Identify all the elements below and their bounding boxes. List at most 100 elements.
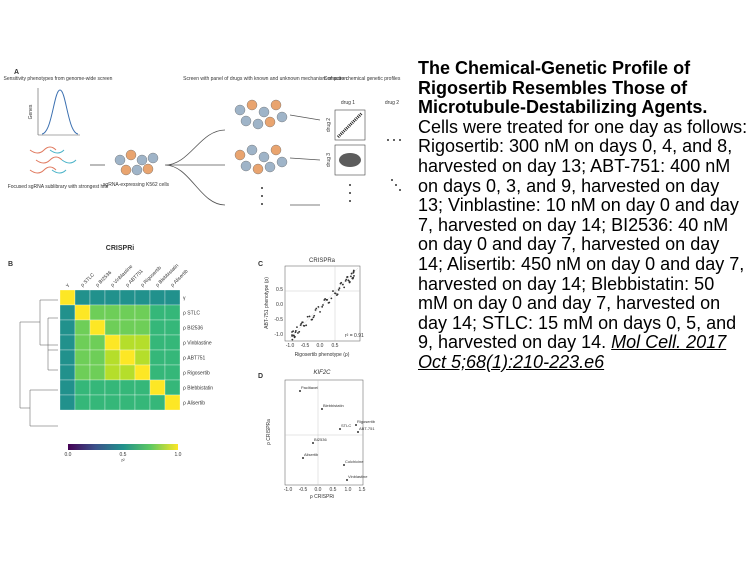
heatmap-title: CRISPRi <box>106 245 134 252</box>
x-axis-label: Rigosertib phenotype (ρ) <box>295 352 350 358</box>
heatmap-cell <box>149 304 166 321</box>
heatmap-cell <box>134 319 151 336</box>
point <box>310 318 313 321</box>
heatmap-cell <box>89 379 106 396</box>
point <box>317 306 320 308</box>
heatmap-cell <box>74 394 91 411</box>
chart-title: CRISPRa <box>309 258 336 264</box>
point <box>345 278 348 281</box>
heatmap-cell <box>59 379 76 396</box>
point <box>328 301 331 304</box>
tick-label: 0.0 <box>276 302 283 308</box>
point <box>334 292 336 295</box>
heatmap-cell <box>164 319 181 336</box>
heatmap-cell <box>89 304 106 321</box>
heatmap-cell <box>74 349 91 366</box>
heatmap-cell <box>119 334 136 351</box>
tick-label: 1.0 <box>345 487 352 493</box>
row-label: ρ Vinblastine <box>183 341 212 347</box>
point <box>297 332 299 334</box>
heatmap-cell <box>134 334 151 351</box>
column-label: γ <box>65 282 71 288</box>
point <box>330 297 333 300</box>
heatmap-cell <box>104 319 121 336</box>
heatmap-cell <box>134 379 151 396</box>
colorbar-tick: 0.0 <box>65 452 72 458</box>
heatmap-cell <box>149 379 166 396</box>
point-label: Colchicine <box>345 459 364 464</box>
point-label: STLC <box>341 423 351 428</box>
heatmap-cell <box>164 379 181 396</box>
point <box>291 338 294 341</box>
panel-label: C <box>258 261 263 268</box>
heatmap-cell <box>164 304 181 321</box>
point <box>301 321 304 324</box>
point <box>335 294 338 297</box>
tick-label: 0.0 <box>315 487 322 493</box>
point-label: Alisertib <box>304 452 319 457</box>
heatmap-cell <box>59 289 76 306</box>
label: drug 2 <box>326 118 332 132</box>
heatmap-cell <box>164 394 181 411</box>
heatmap-cell <box>119 394 136 411</box>
heatmap-cell <box>74 304 91 321</box>
point <box>302 457 304 459</box>
point <box>321 408 323 410</box>
point-label: Rigosertib <box>357 419 376 424</box>
point <box>303 325 306 327</box>
point <box>299 390 301 392</box>
heatmap-cell <box>164 334 181 351</box>
tick-label: -0.5 <box>299 487 308 493</box>
point-label: Vinblastine <box>348 474 368 479</box>
point <box>321 305 324 308</box>
point <box>306 315 309 318</box>
heatmap-cell <box>164 364 181 381</box>
point <box>346 479 348 481</box>
heatmap-cell <box>59 304 76 321</box>
point <box>294 335 296 338</box>
heatmap-cell <box>149 394 166 411</box>
heatmap-cell <box>104 364 121 381</box>
point-label: Blebbistatin <box>323 403 344 408</box>
label: Focused sgRNA sublibrary with strongest … <box>8 184 109 190</box>
point <box>313 314 316 317</box>
tick-label: -0.5 <box>301 343 310 349</box>
label: drug 3 <box>326 153 332 167</box>
point-label: Paclitaxel <box>301 385 318 390</box>
point <box>294 329 297 332</box>
tick-label: -1.0 <box>274 332 283 338</box>
row-label: ρ ABT751 <box>183 356 206 362</box>
heatmap-cell <box>119 304 136 321</box>
heatmap-cell <box>89 364 106 381</box>
label: Screen with panel of drugs with known an… <box>183 76 347 82</box>
column-label: ρ STLC <box>80 272 97 289</box>
heatmap-cell <box>104 304 121 321</box>
heatmap-cell <box>134 289 151 306</box>
point <box>337 288 340 291</box>
caption-body: Cells were treated for one day as follow… <box>418 116 748 353</box>
citation-link[interactable]: Mol Cell. 2017 Oct 5;68(1):210-223.e6 <box>418 332 727 372</box>
point <box>353 274 355 277</box>
heatmap-cell <box>164 349 181 366</box>
point <box>351 277 354 280</box>
heatmap-cell <box>104 334 121 351</box>
point <box>322 304 324 306</box>
point <box>308 315 311 318</box>
tick-label: -1.0 <box>284 487 293 493</box>
heatmap-cell <box>119 289 136 306</box>
point <box>332 290 334 292</box>
row-label: ρ STLC <box>183 311 200 317</box>
point-label: BI2536 <box>314 437 327 442</box>
heatmap-cell <box>134 349 151 366</box>
point <box>355 424 357 426</box>
panel-label: B <box>8 261 13 268</box>
point <box>312 442 314 444</box>
heatmap-cell <box>149 364 166 381</box>
tick-label: 0.5 <box>330 487 337 493</box>
heatmap-cell <box>59 319 76 336</box>
tick-label: 0.5 <box>276 287 283 293</box>
heatmap-cell <box>134 364 151 381</box>
heatmap-cell <box>149 319 166 336</box>
panel-label: D <box>258 373 263 380</box>
point <box>343 464 345 466</box>
